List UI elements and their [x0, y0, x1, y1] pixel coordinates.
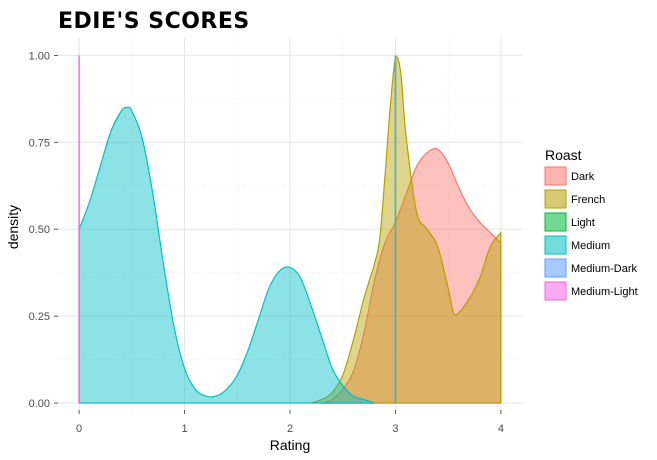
legend-key-medium-dark — [544, 258, 567, 278]
x-tick-label: 2 — [287, 423, 293, 435]
legend-key-french — [544, 189, 567, 209]
series-french-area — [311, 56, 501, 404]
x-axis-ticks: 0 1 2 3 4 — [76, 410, 504, 435]
y-axis-ticks: 0.00 0.25 0.50 0.75 1.00 — [29, 50, 58, 410]
y-tick-label: 0.00 — [29, 398, 50, 410]
legend-title: Roast — [545, 147, 582, 163]
x-axis-label: Rating — [270, 437, 310, 453]
series-medium-line — [78, 106, 375, 404]
legend-label-medium-dark: Medium-Dark — [571, 263, 638, 275]
y-tick-label: 0.25 — [29, 311, 50, 323]
legend: Roast Dark French Light Medium Medium-Dark Me… — [544, 147, 638, 301]
y-tick-label: 1.00 — [29, 50, 50, 62]
legend-label-medium-light: Medium-Light — [571, 286, 638, 298]
legend-label-light: Light — [571, 217, 595, 229]
plot-area — [78, 55, 502, 404]
series-medium-area — [79, 107, 375, 404]
grid — [58, 38, 522, 410]
legend-label-medium: Medium — [571, 240, 610, 252]
legend-key-dark — [544, 166, 567, 186]
legend-key-medium — [544, 235, 567, 255]
series-dark-area — [321, 148, 501, 404]
legend-key-medium-light — [544, 281, 567, 301]
x-tick-label: 4 — [498, 423, 504, 435]
legend-key-light — [544, 212, 567, 232]
y-tick-label: 0.50 — [29, 224, 50, 236]
x-tick-label: 3 — [392, 423, 398, 435]
y-axis-label: density — [5, 205, 21, 249]
x-tick-label: 0 — [76, 423, 82, 435]
y-tick-label: 0.75 — [29, 137, 50, 149]
series-dark-line — [321, 148, 502, 404]
x-tick-label: 1 — [181, 423, 187, 435]
legend-label-french: French — [571, 194, 605, 206]
chart-title: EDIE'S SCORES — [58, 9, 250, 34]
legend-label-dark: Dark — [571, 171, 595, 183]
series-french-line — [310, 56, 502, 404]
